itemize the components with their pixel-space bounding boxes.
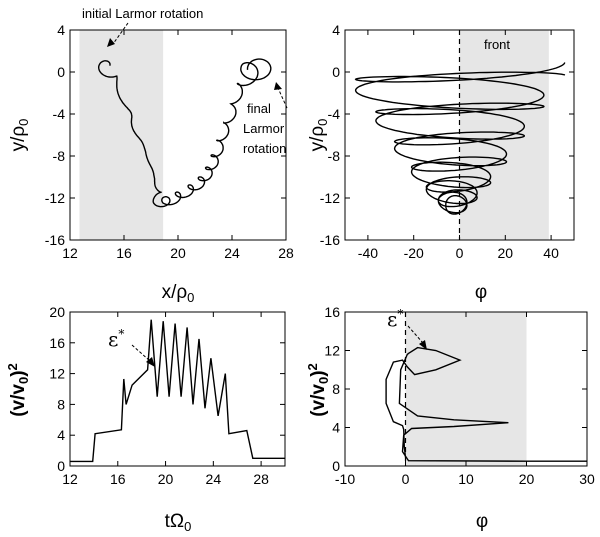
- annotation-front: front: [484, 37, 510, 52]
- annotation-arrow-epsilon: [407, 325, 424, 344]
- y-tick-label: -4: [328, 106, 341, 122]
- x-tick-label: 12: [62, 245, 78, 261]
- y-axis-label: (v/v0)2: [305, 363, 331, 417]
- y-tick-label: 4: [332, 22, 340, 38]
- plot-frame: [344, 311, 588, 467]
- y-tick-label: 20: [49, 304, 65, 320]
- shaded-region: [459, 30, 549, 240]
- x-tick-label: 20: [498, 245, 514, 261]
- x-tick-label: 10: [458, 471, 474, 487]
- panel-top-left: 12 16 20 24 28 4 0 -4 -8 -12 -16 initial Larmor ro…: [8, 6, 294, 305]
- trajectory-curve: [98, 58, 272, 208]
- y-tick-label: 8: [57, 396, 65, 412]
- y-axis-label: y/ρ0: [8, 119, 31, 152]
- shaded-region: [79, 30, 164, 240]
- annotation-initial-larmor: initial Larmor rotation: [82, 6, 203, 21]
- plot-frame: [69, 311, 286, 467]
- y-tick-label: -12: [45, 190, 65, 206]
- y-tick-label: 0: [57, 458, 65, 474]
- plot-frame: [69, 29, 287, 241]
- x-tick-label: 16: [116, 245, 132, 261]
- x-tick-label: 0: [402, 471, 410, 487]
- energy-curve: [70, 319, 285, 463]
- arrowhead-final: [274, 82, 282, 90]
- y-tick-label: 12: [324, 343, 340, 359]
- x-tick-label: 16: [110, 471, 126, 487]
- annotation-final-2: Larmor: [243, 121, 285, 136]
- y-tick-label: 0: [332, 64, 340, 80]
- x-tick-label: 28: [253, 471, 269, 487]
- x-tick-label: 20: [519, 471, 535, 487]
- annotation-final-3: rotation: [243, 141, 286, 156]
- trajectory-curve: [385, 346, 587, 462]
- x-axis-label: tΩ0: [165, 511, 192, 534]
- annotation-arrow-final: [277, 87, 288, 109]
- y-axis-label: y/ρ0: [307, 119, 330, 152]
- y-tick-label: 12: [49, 366, 65, 382]
- arrowhead-epsilon: [419, 340, 427, 350]
- x-tick-label: 20: [170, 245, 186, 261]
- y-tick-label: 4: [57, 427, 65, 443]
- x-tick-label: 12: [62, 471, 78, 487]
- arrowhead-initial: [107, 38, 115, 47]
- annotation-arrow-epsilon: [131, 344, 151, 362]
- x-tick-label: -40: [358, 245, 378, 261]
- x-axis-label: x/ρ0: [162, 282, 195, 305]
- x-tick-label: 20: [158, 471, 174, 487]
- x-axis-label: φ: [475, 282, 487, 303]
- x-tick-label: 28: [278, 245, 294, 261]
- y-tick-label: -8: [328, 148, 341, 164]
- y-axis-label: (v/v0)2: [5, 363, 31, 417]
- x-tick-label: 24: [206, 471, 222, 487]
- x-tick-label: 40: [543, 245, 559, 261]
- y-tick-label: 0: [332, 458, 340, 474]
- x-tick-label: -10: [335, 471, 355, 487]
- x-tick-label: 0: [456, 245, 464, 261]
- y-tick-label: -12: [320, 190, 340, 206]
- annotation-final-1: final: [247, 101, 271, 116]
- x-tick-label: -20: [404, 245, 424, 261]
- y-tick-label: -8: [53, 148, 66, 164]
- x-tick-label: 30: [579, 471, 595, 487]
- y-tick-label: -4: [53, 106, 66, 122]
- y-tick-label: 4: [57, 22, 65, 38]
- annotation-epsilon: ε*: [387, 307, 403, 331]
- x-axis-label: φ: [476, 511, 488, 532]
- annotation-arrow-initial: [112, 22, 129, 45]
- y-tick-label: 16: [49, 335, 65, 351]
- y-tick-label: 16: [324, 304, 340, 320]
- arrowhead-epsilon: [146, 357, 155, 367]
- y-tick-label: 4: [332, 420, 340, 436]
- y-tick-label: 0: [57, 64, 65, 80]
- shaded-region: [405, 312, 527, 466]
- plot-frame: [344, 29, 575, 241]
- y-tick-label: -16: [45, 232, 65, 248]
- annotation-epsilon: ε*: [108, 327, 124, 351]
- x-tick-label: 24: [224, 245, 240, 261]
- y-tick-label: 8: [332, 381, 340, 397]
- panel-bottom-left: 12 16 20 24 28 0 4 8 12 16 20 ε* tΩ0 (v/v0)2: [5, 304, 286, 534]
- y-tick-label: -16: [320, 232, 340, 248]
- trajectory-curve: [354, 62, 566, 215]
